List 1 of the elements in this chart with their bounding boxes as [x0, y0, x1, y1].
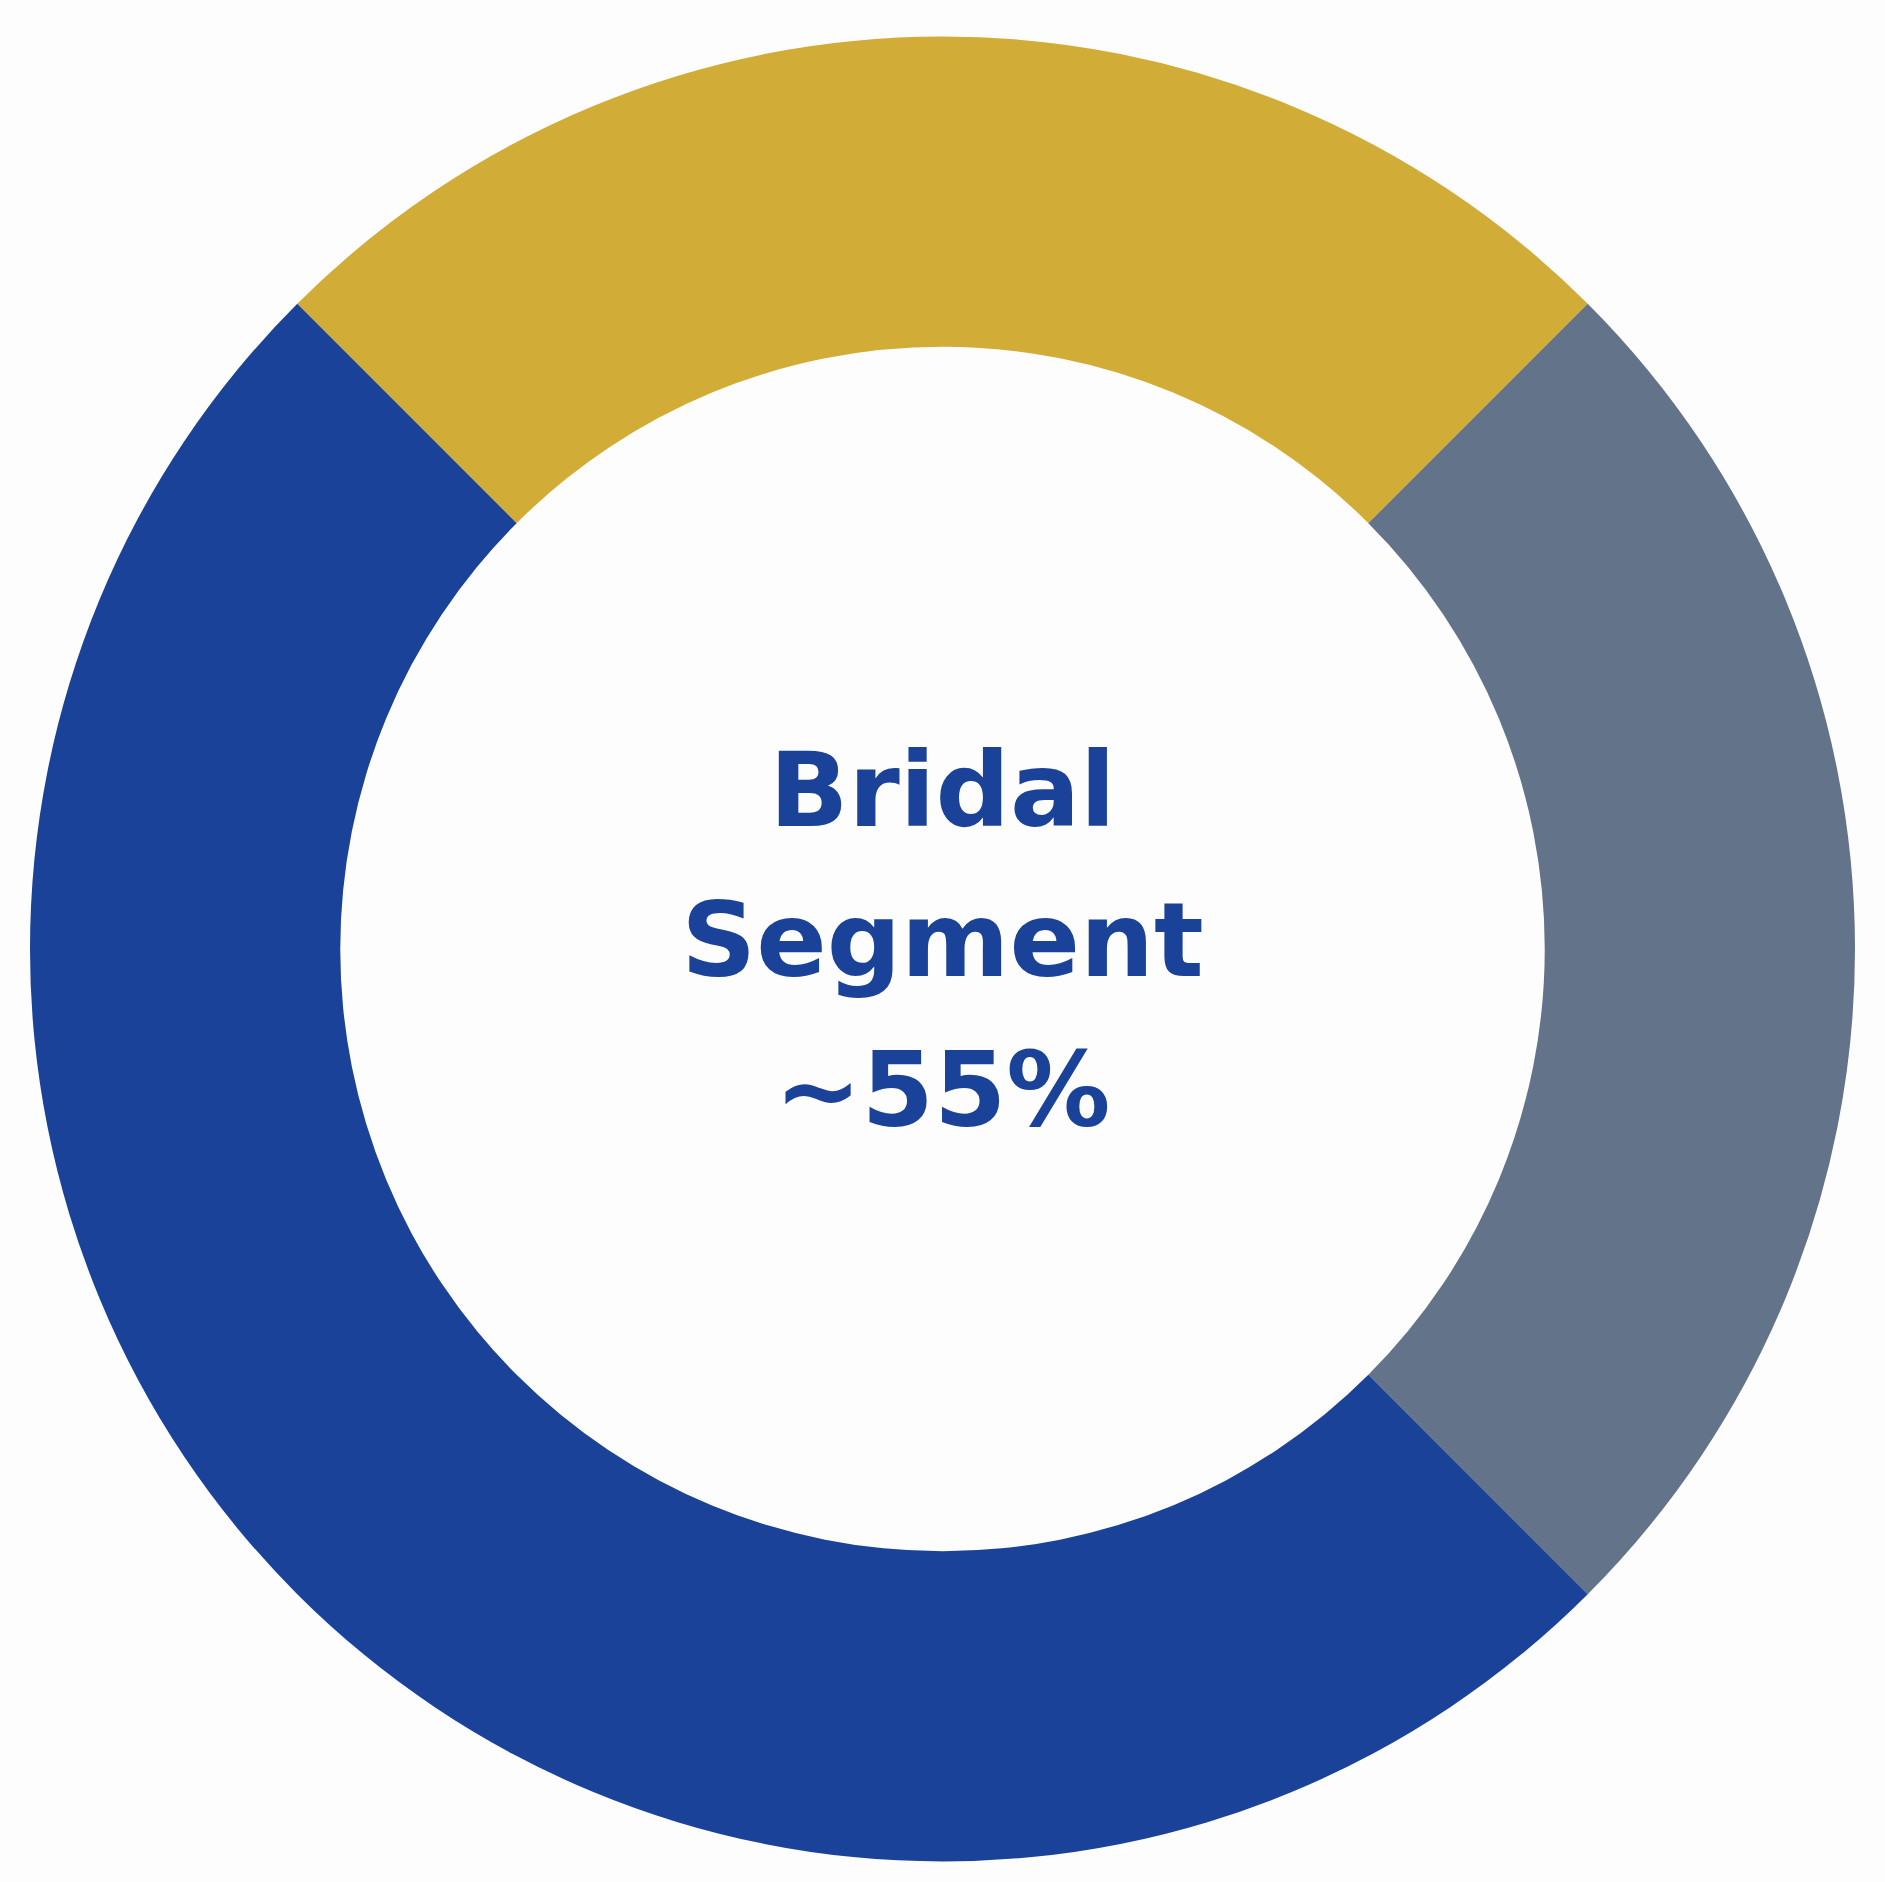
text: Bridal Segment ~55%	[681, 729, 1204, 1152]
